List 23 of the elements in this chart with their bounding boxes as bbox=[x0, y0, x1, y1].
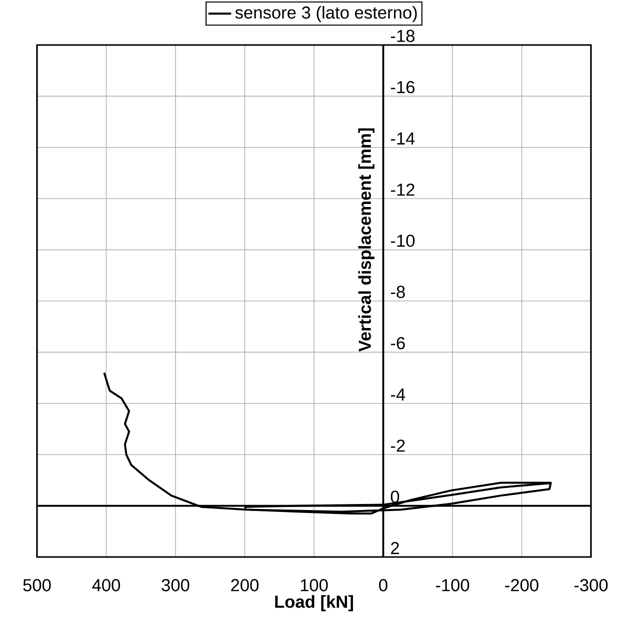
y-tick-label: -8 bbox=[390, 286, 405, 298]
y-axis-title: Vertical displacement [mm] bbox=[358, 128, 374, 352]
x-tick-label: 400 bbox=[92, 579, 120, 592]
y-tick-label: -2 bbox=[390, 440, 405, 452]
y-tick-label: -6 bbox=[390, 336, 405, 350]
y-tick-label: -16 bbox=[390, 81, 414, 94]
y-tick-label: -18 bbox=[390, 30, 414, 42]
y-tick-label: -4 bbox=[390, 388, 406, 400]
y-tick-label: 0 bbox=[390, 490, 400, 503]
x-tick-label: 500 bbox=[23, 579, 51, 592]
y-tick-label: -10 bbox=[390, 234, 415, 247]
y-tick-label: -14 bbox=[390, 132, 415, 144]
legend-label: sensore 3 (lato esterno) bbox=[235, 6, 417, 22]
x-tick-label: -100 bbox=[436, 579, 470, 592]
x-axis-title: Load [kN] bbox=[275, 595, 353, 612]
x-tick-label: 200 bbox=[231, 579, 259, 592]
x-tick-label: -200 bbox=[505, 579, 538, 592]
x-tick-label: 300 bbox=[162, 579, 190, 592]
y-tick-label: -12 bbox=[390, 184, 414, 196]
x-tick-label: -300 bbox=[574, 579, 608, 592]
y-tick-label: 2 bbox=[391, 542, 399, 554]
x-tick-label: 0 bbox=[379, 579, 388, 592]
x-tick-label: 100 bbox=[300, 579, 328, 592]
